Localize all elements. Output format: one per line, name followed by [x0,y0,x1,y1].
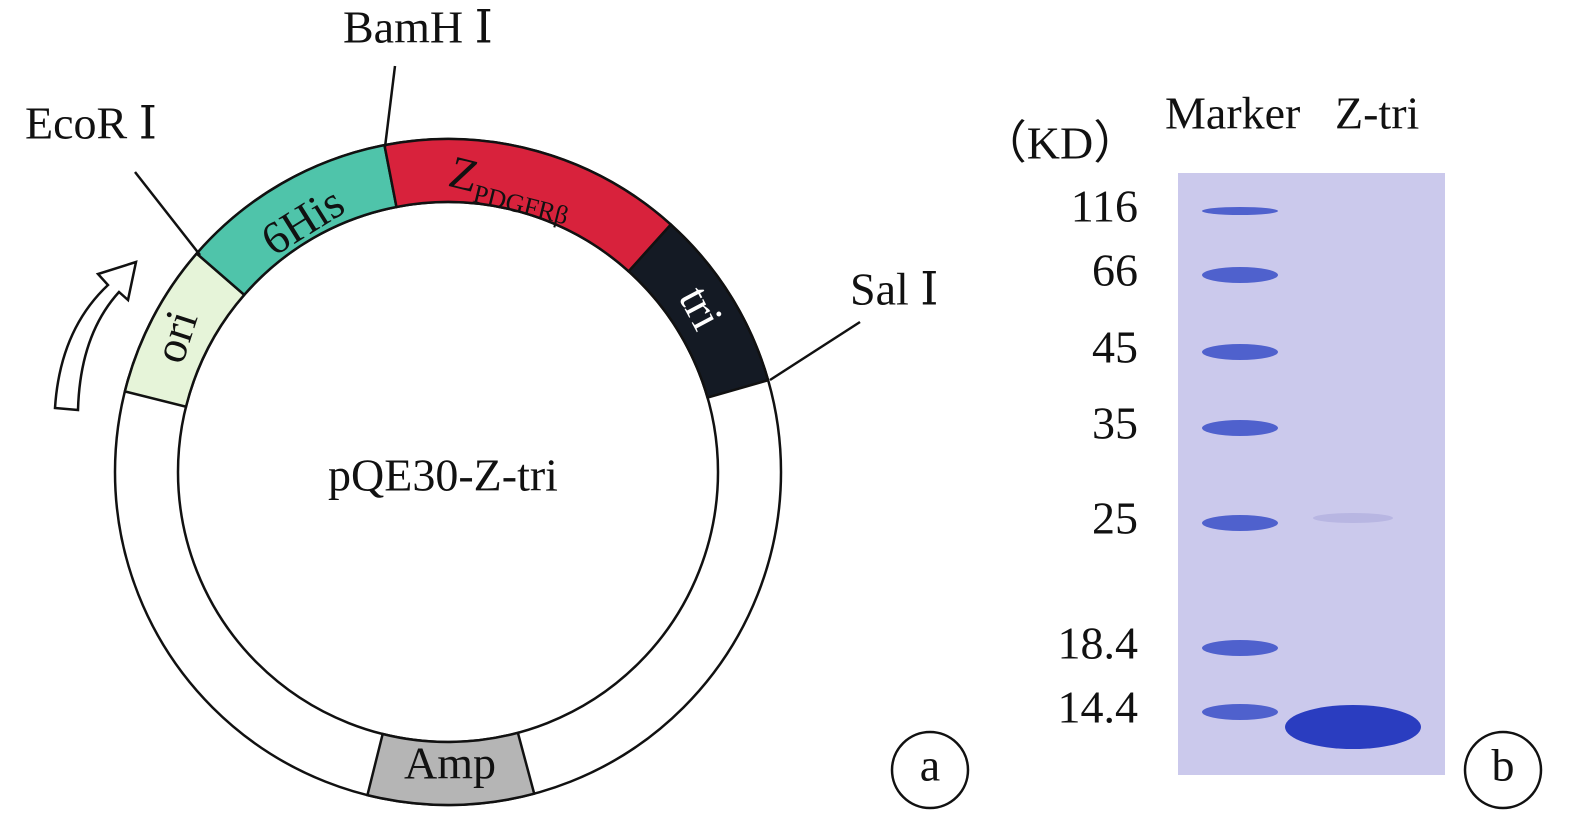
lane-label: Z-tri [1335,88,1419,139]
marker-label: 14.4 [1058,682,1139,733]
unit-label: （KD） [981,118,1139,169]
sample-band [1285,705,1421,749]
segment-label: Amp [404,738,496,789]
leader-line [383,65,397,148]
plasmid-name: pQE30-Z-tri [328,450,558,501]
direction-arrow [53,260,138,412]
site-label: EcoR Ⅰ [25,98,157,149]
marker-label: 18.4 [1058,618,1139,669]
marker-band [1202,207,1278,215]
panel-badge [1463,730,1543,810]
faint-band [1313,513,1393,523]
marker-label: 45 [1092,322,1138,373]
panel-label: b [1492,740,1515,791]
marker-band [1202,704,1278,720]
panel-label: a [920,740,940,791]
gel-bands [1202,207,1421,749]
marker-label: 116 [1071,181,1138,232]
marker-band [1202,267,1278,283]
marker-label: 25 [1092,493,1138,544]
plasmid-segment [365,731,536,807]
lane-label: Marker [1165,88,1300,139]
leader-line [769,320,861,382]
plasmid-map [113,137,783,807]
marker-band [1202,420,1278,436]
plasmid-segment [626,222,770,400]
marker-band [1202,640,1278,656]
gel [1178,173,1445,775]
leader-line [134,171,201,256]
marker-band [1202,515,1278,531]
marker-band [1202,344,1278,360]
site-label: BamH Ⅰ [343,2,493,53]
marker-label: 35 [1092,398,1138,449]
panel-badge [890,730,970,810]
marker-label: 66 [1092,245,1138,296]
site-label: Sal Ⅰ [850,264,938,315]
